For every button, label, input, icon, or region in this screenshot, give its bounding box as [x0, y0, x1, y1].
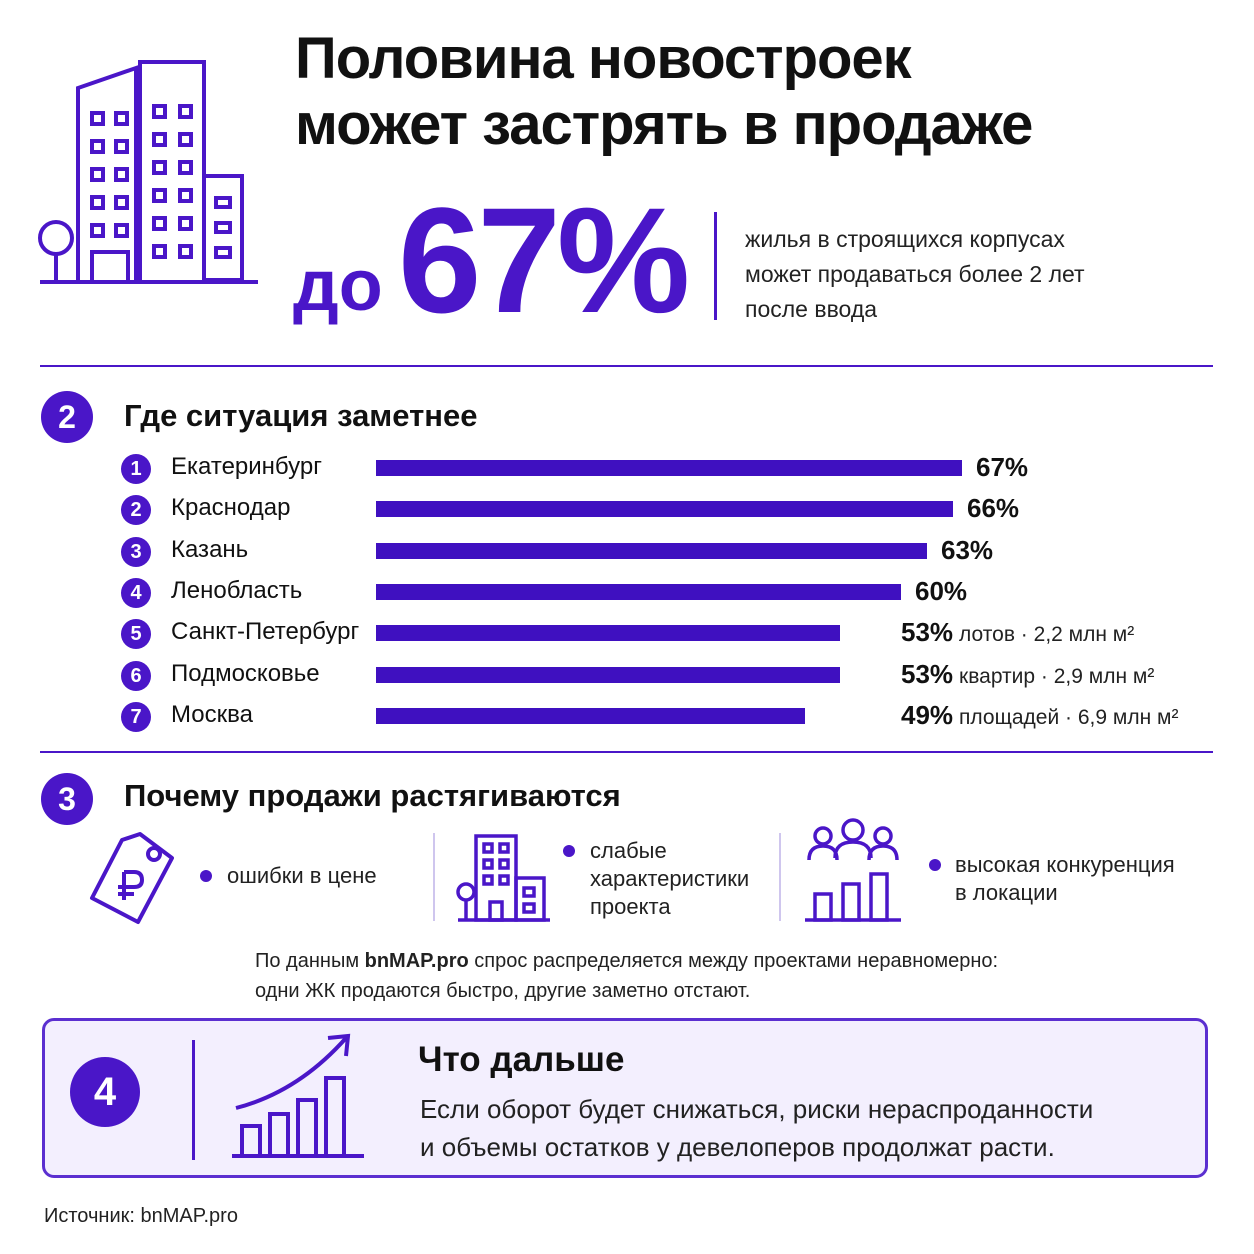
value-annotation: площадей · 6,9 млн м² — [959, 706, 1179, 729]
growth-chart-icon — [232, 1033, 364, 1158]
value-text: 49% — [901, 700, 954, 730]
value-annotation: лотов · 2,2 млн м² — [959, 623, 1135, 646]
section-4-text-line-1: Если оборот будет снижаться, риски нерас… — [420, 1094, 1094, 1124]
rank-badge: 5 — [121, 619, 151, 649]
source-text: Источник: bnMAP.pro — [44, 1205, 238, 1227]
buildings-illustration-icon — [38, 60, 258, 284]
reason-3-bullet — [929, 859, 941, 871]
reason-separator-2 — [779, 833, 781, 921]
value-text: 53% — [901, 659, 954, 689]
reason-1-bullet — [200, 870, 212, 882]
reason-1-text: ошибки в цене — [227, 863, 377, 888]
section-3-title: Почему продажи растягиваются — [124, 778, 621, 813]
rank-badge: 4 — [121, 578, 151, 608]
bar — [376, 625, 840, 641]
divider-1 — [40, 365, 1213, 367]
hero-divider — [714, 212, 717, 320]
value-text: 66% — [967, 493, 1020, 523]
value-label: 60% — [915, 576, 967, 607]
rank-badge: 2 — [121, 495, 151, 525]
reason-2-line-3: проекта — [590, 894, 671, 919]
bar — [376, 667, 840, 683]
reason-2-bullet — [563, 845, 575, 857]
section-4-number: 4 — [70, 1057, 140, 1127]
hero-value: 67% — [398, 176, 690, 344]
value-annotation: квартир · 2,9 млн м² — [959, 665, 1155, 688]
value-label: 53% квартир · 2,9 млн м² — [901, 659, 1154, 690]
section-4-title: Что дальше — [418, 1040, 625, 1079]
reason-3-line-1: высокая конкуренция — [955, 852, 1175, 877]
reason-3-line-2: в локации — [955, 880, 1058, 905]
people-bars-icon — [805, 818, 901, 922]
category-label: Подмосковье — [171, 660, 320, 687]
section-3-number: 3 — [41, 773, 93, 825]
value-text: 60% — [915, 576, 968, 606]
hero-desc-line-1: жилья в строящихся корпусах — [745, 226, 1065, 252]
bar — [376, 501, 953, 517]
reason-2-text: слабые характеристики проекта — [590, 837, 749, 921]
hero-desc-line-3: после ввода — [745, 296, 878, 322]
bar — [376, 708, 805, 724]
value-label: 49% площадей · 6,9 млн м² — [901, 700, 1178, 731]
data-note-prefix: По данным — [255, 950, 365, 972]
section-4-text-line-2: и объемы остатков у девелоперов продолжа… — [420, 1132, 1055, 1162]
section-4-text: Если оборот будет снижаться, риски нерас… — [420, 1090, 1093, 1166]
rank-badge: 1 — [121, 454, 151, 484]
value-label: 67% — [976, 452, 1028, 483]
data-note-suffix: спрос распределяется между проектами нер… — [468, 950, 999, 972]
data-note-line-2: одни ЖК продаются быстро, другие заметно… — [255, 980, 751, 1002]
bar — [376, 584, 901, 600]
category-label: Москва — [171, 701, 253, 728]
reason-separator-1 — [433, 833, 435, 921]
divider-2 — [40, 751, 1213, 753]
outlook-divider — [192, 1040, 195, 1160]
value-text: 63% — [941, 535, 994, 565]
rank-badge: 3 — [121, 537, 151, 567]
value-label: 66% — [967, 493, 1019, 524]
value-text: 67% — [976, 452, 1029, 482]
reason-2-line-2: характеристики — [590, 866, 750, 891]
value-text: 53% — [901, 617, 954, 647]
reason-3-text: высокая конкуренция в локации — [955, 851, 1175, 907]
data-note: По данным bnMAP.pro спрос распределяется… — [255, 946, 998, 1006]
category-label: Краснодар — [171, 494, 291, 521]
category-label: Казань — [171, 536, 249, 563]
rank-badge: 7 — [121, 702, 151, 732]
rank-badge: 6 — [121, 661, 151, 691]
data-note-line-1: По данным bnMAP.pro спрос распределяется… — [255, 946, 998, 976]
price-tag-ruble-icon — [90, 832, 174, 924]
title-line-1: Половина новостроек — [295, 26, 912, 91]
building-icon — [456, 834, 550, 922]
bar — [376, 460, 962, 476]
title-line-2: может застрять в продаже — [295, 92, 1033, 157]
section-2-number: 2 — [41, 391, 93, 443]
hero-description: жилья в строящихся корпусах может продав… — [745, 222, 1085, 327]
outlook-box — [42, 1018, 1208, 1178]
bar — [376, 543, 927, 559]
hero-prefix: до — [293, 246, 383, 326]
category-label: Ленобласть — [171, 577, 303, 604]
value-label: 63% — [941, 535, 993, 566]
category-label: Санкт-Петербург — [171, 618, 360, 645]
value-label: 53% лотов · 2,2 млн м² — [901, 617, 1134, 648]
category-label: Екатеринбург — [171, 453, 322, 480]
reason-2-line-1: слабые — [590, 838, 667, 863]
hero-desc-line-2: может продаваться более 2 лет — [745, 261, 1085, 287]
data-note-brand: bnMAP.pro — [364, 950, 469, 972]
page-title: Половина новостроек может застрять в про… — [295, 26, 1033, 158]
section-2-title: Где ситуация заметнее — [124, 398, 478, 433]
